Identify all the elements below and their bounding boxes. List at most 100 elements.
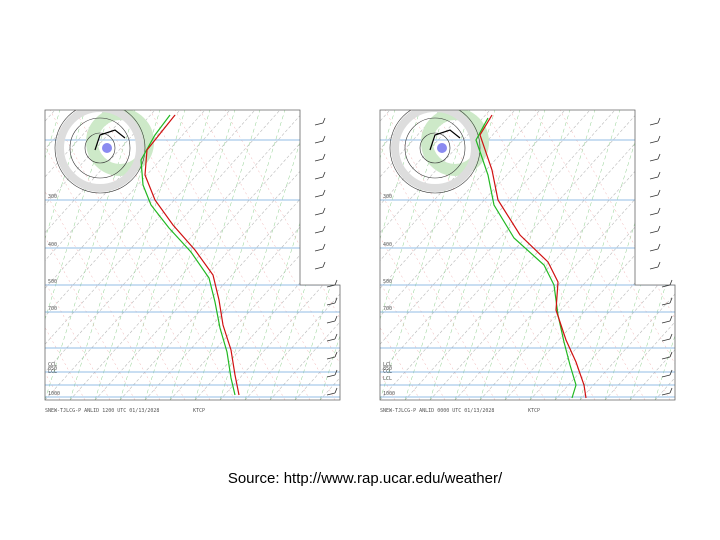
level-marker: LCL	[48, 369, 57, 375]
mixing-line	[45, 110, 61, 400]
dry-adiabat	[0, 110, 10, 400]
wind-barb	[322, 189, 326, 196]
pressure-label: 850	[48, 366, 57, 372]
dry-adiabat	[384, 110, 546, 400]
isotherm	[194, 110, 340, 400]
hodo-trace	[429, 129, 461, 151]
hodo-circle	[404, 117, 466, 179]
isotherm	[119, 110, 340, 400]
panel-border	[44, 109, 341, 401]
dry-adiabat	[224, 110, 340, 400]
isotherm	[0, 110, 30, 400]
dry-adiabat	[484, 110, 646, 400]
isotherm	[380, 110, 491, 400]
mixing-line	[45, 110, 136, 400]
wind-barb	[649, 230, 659, 234]
dry-adiabat	[124, 110, 286, 400]
wind-barb	[334, 315, 338, 322]
hodo-ring	[391, 110, 479, 192]
dry-adiabat	[110, 110, 270, 400]
mixing-line	[45, 110, 86, 400]
isotherm	[380, 110, 391, 400]
isotherm	[269, 110, 340, 400]
isotherm	[94, 110, 340, 400]
wind-barb	[326, 338, 336, 342]
wind-barb	[334, 297, 338, 304]
panel-border	[379, 109, 676, 401]
isotherm	[380, 110, 441, 400]
pressure-label: 400	[48, 242, 57, 248]
mixing-line	[169, 110, 261, 400]
pressure-label: 700	[383, 306, 392, 312]
pressure-label: 700	[48, 306, 57, 312]
wind-barb	[669, 315, 673, 322]
isotherm	[380, 110, 541, 400]
wind-barb	[314, 140, 324, 144]
dry-adiabat	[210, 110, 370, 400]
wind-barb	[649, 194, 659, 198]
dry-adiabat	[185, 110, 345, 400]
mixing-line	[244, 110, 336, 400]
isotherm	[45, 110, 256, 400]
isotherm	[554, 110, 675, 400]
wind-barb	[649, 122, 659, 126]
wind-barb	[322, 153, 326, 160]
plot-area	[0, 110, 340, 400]
dry-adiabat	[434, 110, 596, 400]
wind-barb	[314, 266, 324, 270]
wind-barb	[669, 297, 673, 304]
wind-barb	[326, 374, 336, 378]
wind-barb	[657, 153, 661, 160]
dry-adiabat	[0, 110, 35, 400]
isotherm	[69, 110, 331, 400]
wind-barb	[657, 135, 661, 142]
dry-adiabat	[380, 110, 421, 400]
dry-adiabat	[45, 110, 61, 400]
wind-barb	[334, 279, 338, 286]
isotherm	[45, 110, 131, 400]
wind-barb	[661, 374, 671, 378]
hodo-circle	[419, 132, 451, 164]
wind-barb	[661, 392, 671, 396]
mixing-line	[454, 110, 546, 400]
dry-adiabat	[45, 110, 136, 400]
mixing-line	[380, 110, 421, 400]
wind-barb	[657, 261, 661, 268]
wind-barb	[334, 351, 338, 358]
isotherm	[380, 110, 641, 400]
wind-barb	[326, 392, 336, 396]
level-marker: LCL	[383, 376, 392, 382]
hodo-circle	[84, 132, 116, 164]
mixing-line	[0, 110, 35, 400]
plot-area	[0, 110, 675, 400]
wind-barb	[326, 356, 336, 360]
wind-barb	[322, 261, 326, 268]
pressure-label: 400	[383, 242, 392, 248]
storm-dot	[437, 143, 447, 153]
wind-barb	[657, 117, 661, 124]
dry-adiabat	[0, 110, 145, 400]
dry-adiabat	[85, 110, 245, 400]
isotherm	[45, 110, 156, 400]
storm-dot	[102, 143, 112, 153]
isotherm	[504, 110, 675, 400]
wind-barb	[322, 225, 326, 232]
mixing-line	[604, 110, 675, 400]
mixing-line	[554, 110, 646, 400]
wind-barb	[322, 135, 326, 142]
isotherm	[429, 110, 675, 400]
mixing-line	[629, 110, 675, 400]
isotherm	[45, 110, 56, 400]
wind-barb	[657, 225, 661, 232]
hodo-ring	[56, 110, 144, 192]
isotherm	[380, 110, 416, 400]
mixing-line	[205, 110, 295, 400]
pressure-label: 1000	[383, 391, 395, 397]
dry-adiabat	[380, 110, 446, 400]
level-marker: LCL	[383, 362, 392, 368]
dry-adiabat	[45, 110, 86, 400]
dewpoint-trace	[140, 114, 236, 396]
mixing-line	[0, 110, 10, 400]
hodo-circle	[69, 117, 131, 179]
